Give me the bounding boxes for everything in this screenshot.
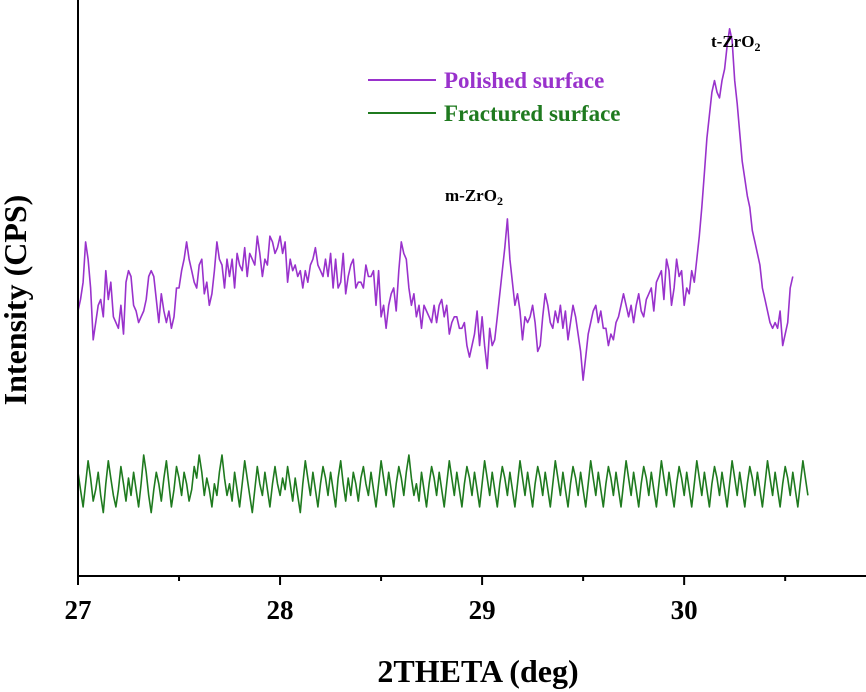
x-tick-label: 27	[65, 595, 92, 625]
legend: Polished surface Fractured surface	[368, 68, 621, 126]
legend-label-fractured: Fractured surface	[444, 101, 621, 126]
x-axis-title: 2THETA (deg)	[377, 653, 578, 689]
x-tick-label: 29	[469, 595, 496, 625]
x-tick-label: 28	[267, 595, 294, 625]
series-line-fractured	[77, 454, 809, 514]
legend-label-polished: Polished surface	[444, 68, 604, 93]
tick-layer: 27 28 29 30	[65, 576, 787, 625]
series-layer	[77, 27, 809, 514]
annotation-m-zro2: m-ZrO2	[445, 186, 503, 208]
series-line-polished	[77, 27, 794, 382]
y-axis-title: Intensity (CPS)	[0, 195, 33, 406]
x-tick-label: 30	[671, 595, 698, 625]
annotation-t-zro2: t-ZrO2	[711, 32, 760, 54]
